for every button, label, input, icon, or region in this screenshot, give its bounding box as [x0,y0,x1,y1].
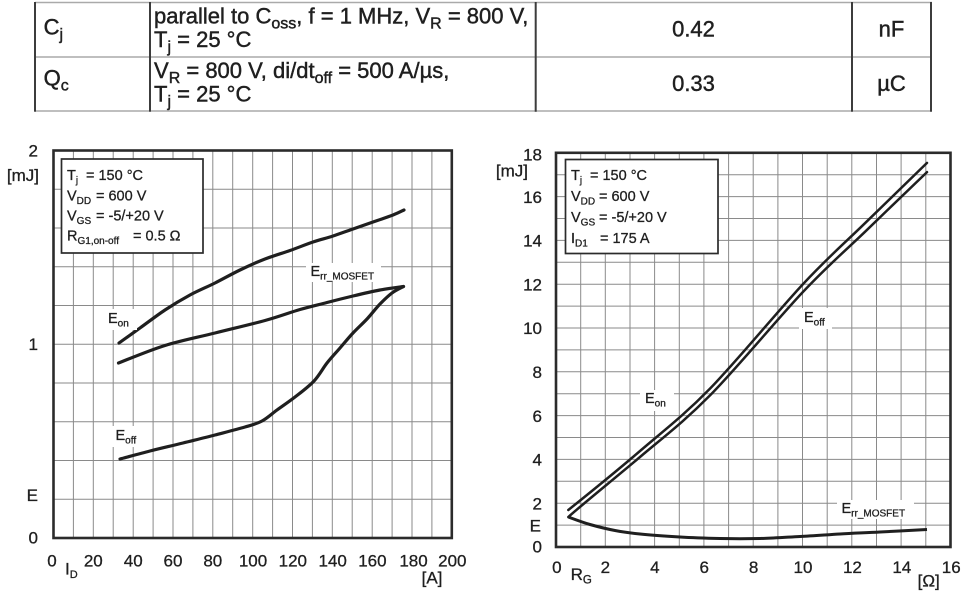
svg-text:0.33: 0.33 [672,71,715,96]
svg-text:18: 18 [523,146,542,165]
svg-text:100: 100 [239,552,267,571]
svg-text:140: 140 [319,552,347,571]
svg-text:14: 14 [523,232,542,251]
svg-text:µC: µC [877,71,906,96]
svg-text:Tj= 150 °C: Tj = 150 °C [571,168,647,187]
svg-text:12: 12 [843,558,862,577]
svg-text:0: 0 [29,529,38,548]
svg-text:0: 0 [533,538,542,557]
svg-text:6: 6 [699,558,708,577]
svg-text:8: 8 [533,363,542,382]
svg-text:RG: RG [571,565,592,587]
svg-text:2: 2 [533,494,542,513]
svg-text:E: E [27,486,38,505]
svg-text:parallel to Coss, f = 1 MHz, V: parallel to Coss, f = 1 MHz, VR = 800 V, [154,4,528,33]
svg-text:10: 10 [794,558,813,577]
svg-text:160: 160 [358,552,386,571]
svg-text:Tj = 25 °C: Tj = 25 °C [154,82,251,111]
svg-text:0: 0 [47,552,56,571]
svg-text:[Ω]: [Ω] [918,572,940,591]
svg-text:80: 80 [203,552,222,571]
svg-text:Cj: Cj [44,15,63,44]
svg-text:[mJ]: [mJ] [496,162,528,181]
svg-text:4: 4 [650,558,659,577]
svg-text:0.42: 0.42 [672,17,715,42]
svg-text:2: 2 [29,142,38,161]
svg-text:16: 16 [942,558,961,577]
svg-text:20: 20 [84,552,103,571]
svg-text:Tj = 25 °C: Tj = 25 °C [154,27,251,56]
svg-text:E: E [530,517,541,536]
svg-text:180: 180 [399,552,427,571]
svg-text:2: 2 [601,558,610,577]
svg-text:VR = 800 V, di/dtoff = 500 A/µ: VR = 800 V, di/dtoff = 500 A/µs, [154,58,449,87]
svg-text:12: 12 [523,275,542,294]
svg-text:4: 4 [533,451,542,470]
svg-text:120: 120 [279,552,307,571]
svg-text:nF: nF [879,17,905,42]
svg-text:14: 14 [892,558,911,577]
svg-text:[A]: [A] [422,569,443,588]
svg-text:6: 6 [533,407,542,426]
svg-text:60: 60 [164,552,183,571]
svg-text:8: 8 [749,558,758,577]
svg-text:10: 10 [523,319,542,338]
svg-text:[mJ]: [mJ] [7,166,39,185]
svg-text:40: 40 [124,552,143,571]
svg-text:ID: ID [65,560,78,582]
svg-text:0: 0 [552,558,561,577]
svg-text:Tj= 150 °C: Tj = 150 °C [67,168,143,187]
svg-text:200: 200 [438,552,466,571]
svg-text:1: 1 [29,335,38,354]
svg-text:Qc: Qc [44,66,69,95]
svg-text:16: 16 [523,188,542,207]
